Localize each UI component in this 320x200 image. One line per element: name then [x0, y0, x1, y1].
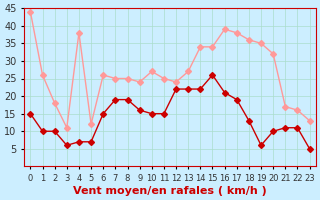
X-axis label: Vent moyen/en rafales ( km/h ): Vent moyen/en rafales ( km/h ): [73, 186, 267, 196]
